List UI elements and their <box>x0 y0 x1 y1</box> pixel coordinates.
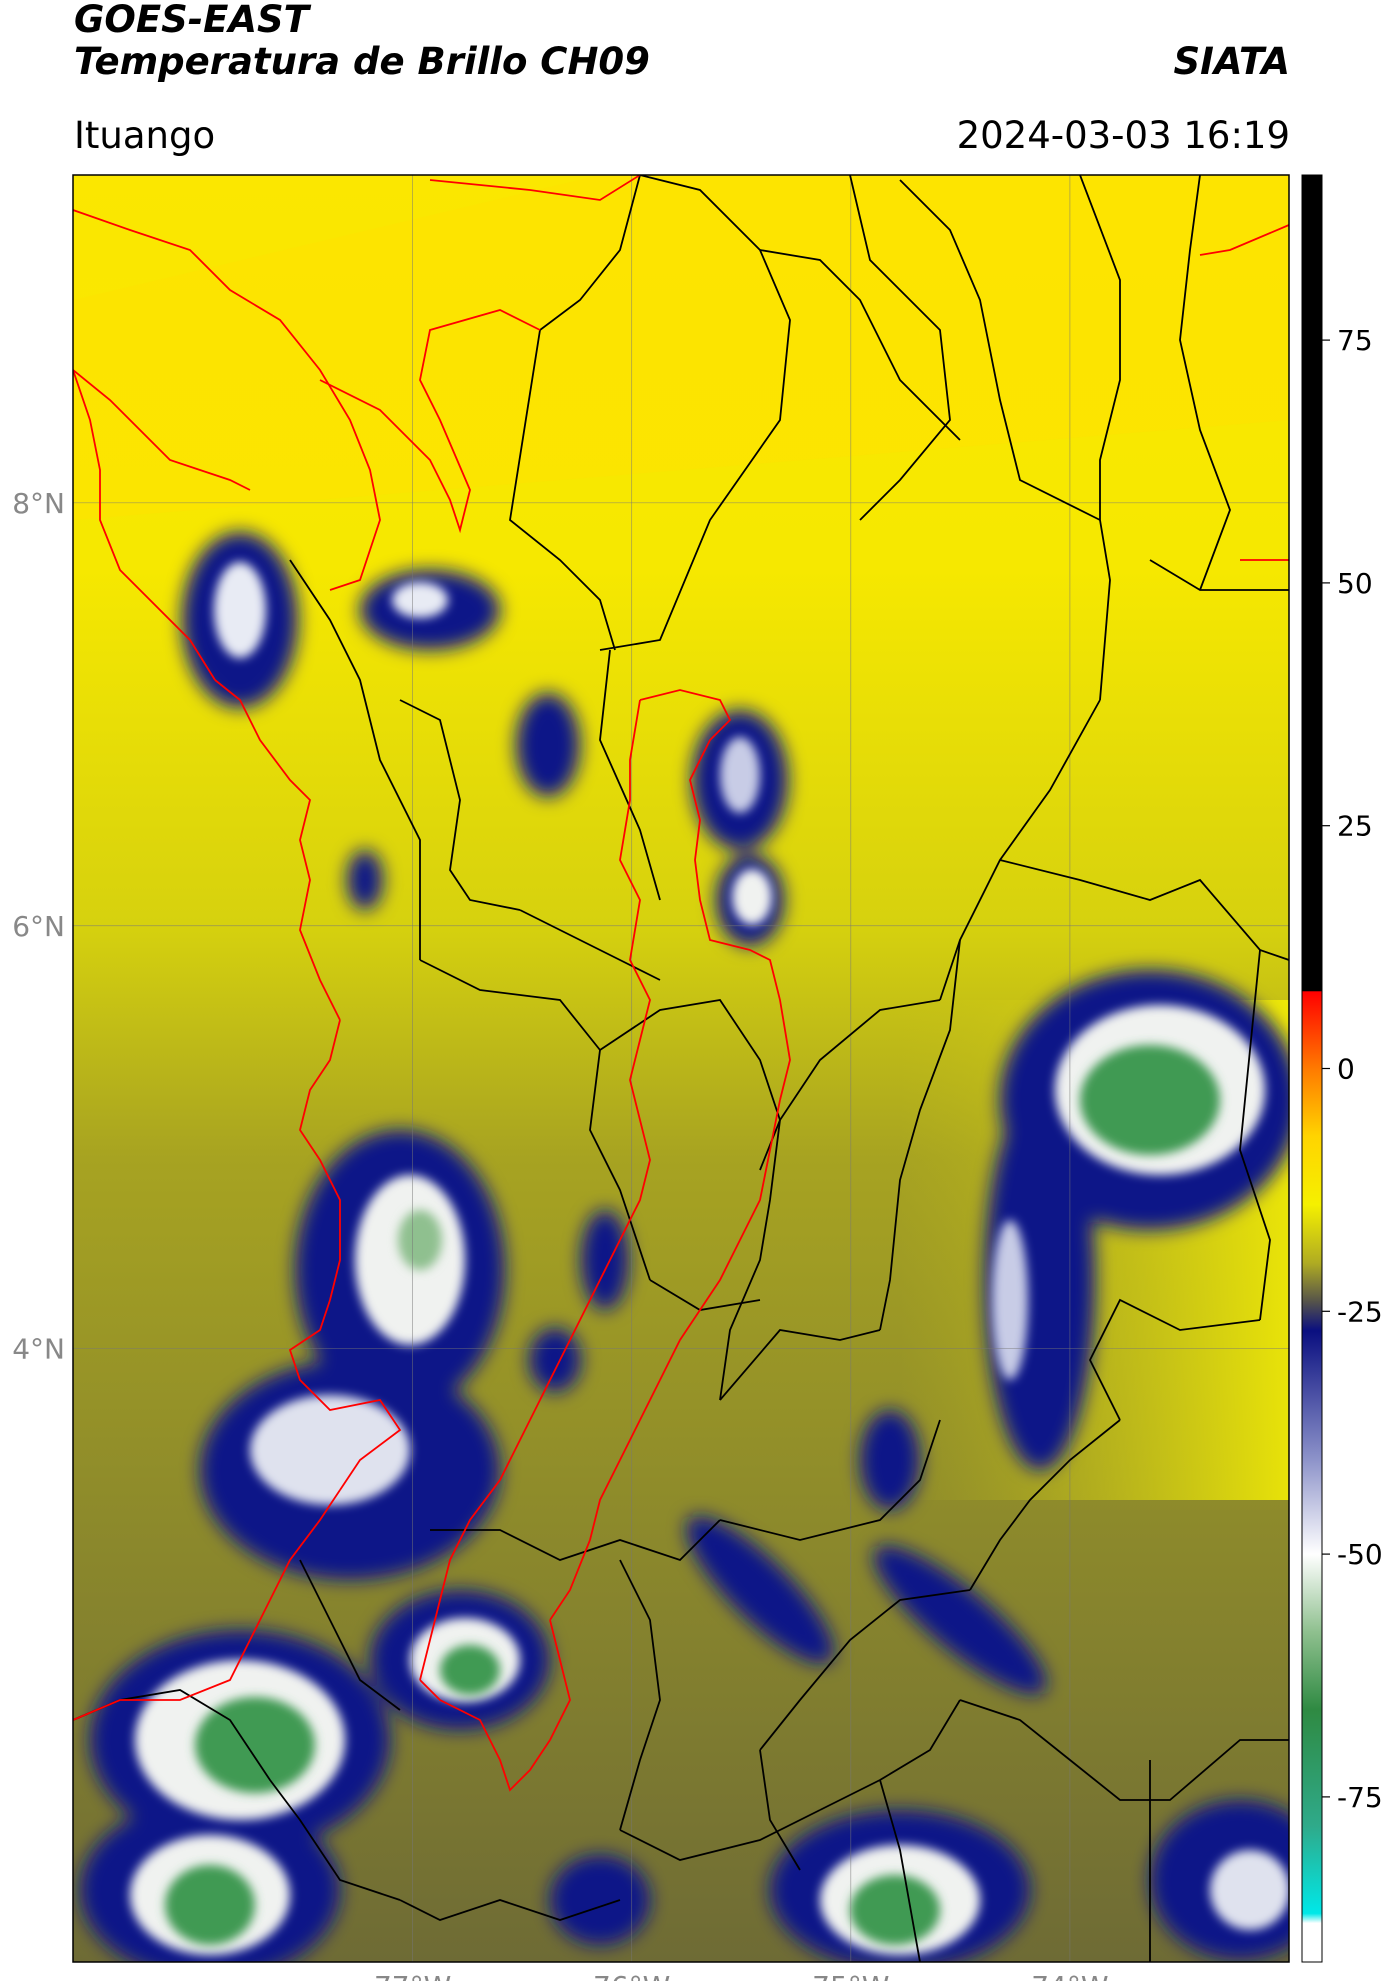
lon-label: 77°W <box>374 1970 451 1981</box>
organization-label: SIATA <box>1173 40 1290 83</box>
lat-label: 6°N <box>12 910 65 943</box>
colorbar-tick-label: 50 <box>1337 567 1373 600</box>
colorbar-gradient <box>1302 175 1322 1962</box>
map-frame <box>72 174 1290 1963</box>
warm-north-region <box>73 175 1289 520</box>
longitude-labels: 77°W 76°W 75°W 74°W <box>374 1970 1109 1981</box>
colorbar-ticks: 75 50 25 0 -25 -50 -75 <box>1322 324 1383 1814</box>
product-title: Temperatura de Brillo CH09 <box>74 40 650 83</box>
colorbar-tick-label: 75 <box>1337 324 1373 357</box>
colorbar-tick-label: 0 <box>1337 1053 1355 1086</box>
lat-label: 8°N <box>12 487 65 520</box>
colorbar-tick-label: 25 <box>1337 810 1373 843</box>
department-borders <box>73 175 1289 1962</box>
lat-label: 4°N <box>12 1333 65 1366</box>
latitude-labels: 8°N 6°N 4°N <box>12 487 65 1366</box>
lon-label: 75°W <box>812 1970 889 1981</box>
cold-cloud-tops <box>80 532 1289 1962</box>
graticule <box>73 175 1289 1962</box>
map-plot-area <box>73 175 1289 1962</box>
lon-label: 74°W <box>1031 1970 1108 1981</box>
location-label: Ituango <box>74 114 216 157</box>
colorbar-tick-label: -25 <box>1337 1295 1383 1328</box>
colorbar-tick-label: -50 <box>1337 1538 1383 1571</box>
satellite-title: GOES-EAST <box>74 0 309 41</box>
colorbar-tick-label: -75 <box>1337 1781 1383 1814</box>
lon-label: 76°W <box>593 1970 670 1981</box>
datetime-label: 2024-03-03 16:19 <box>956 114 1290 157</box>
coastline-and-highlight <box>73 175 1289 1792</box>
colorbar: 75 50 25 0 -25 -50 -75 <box>1301 174 1383 1963</box>
